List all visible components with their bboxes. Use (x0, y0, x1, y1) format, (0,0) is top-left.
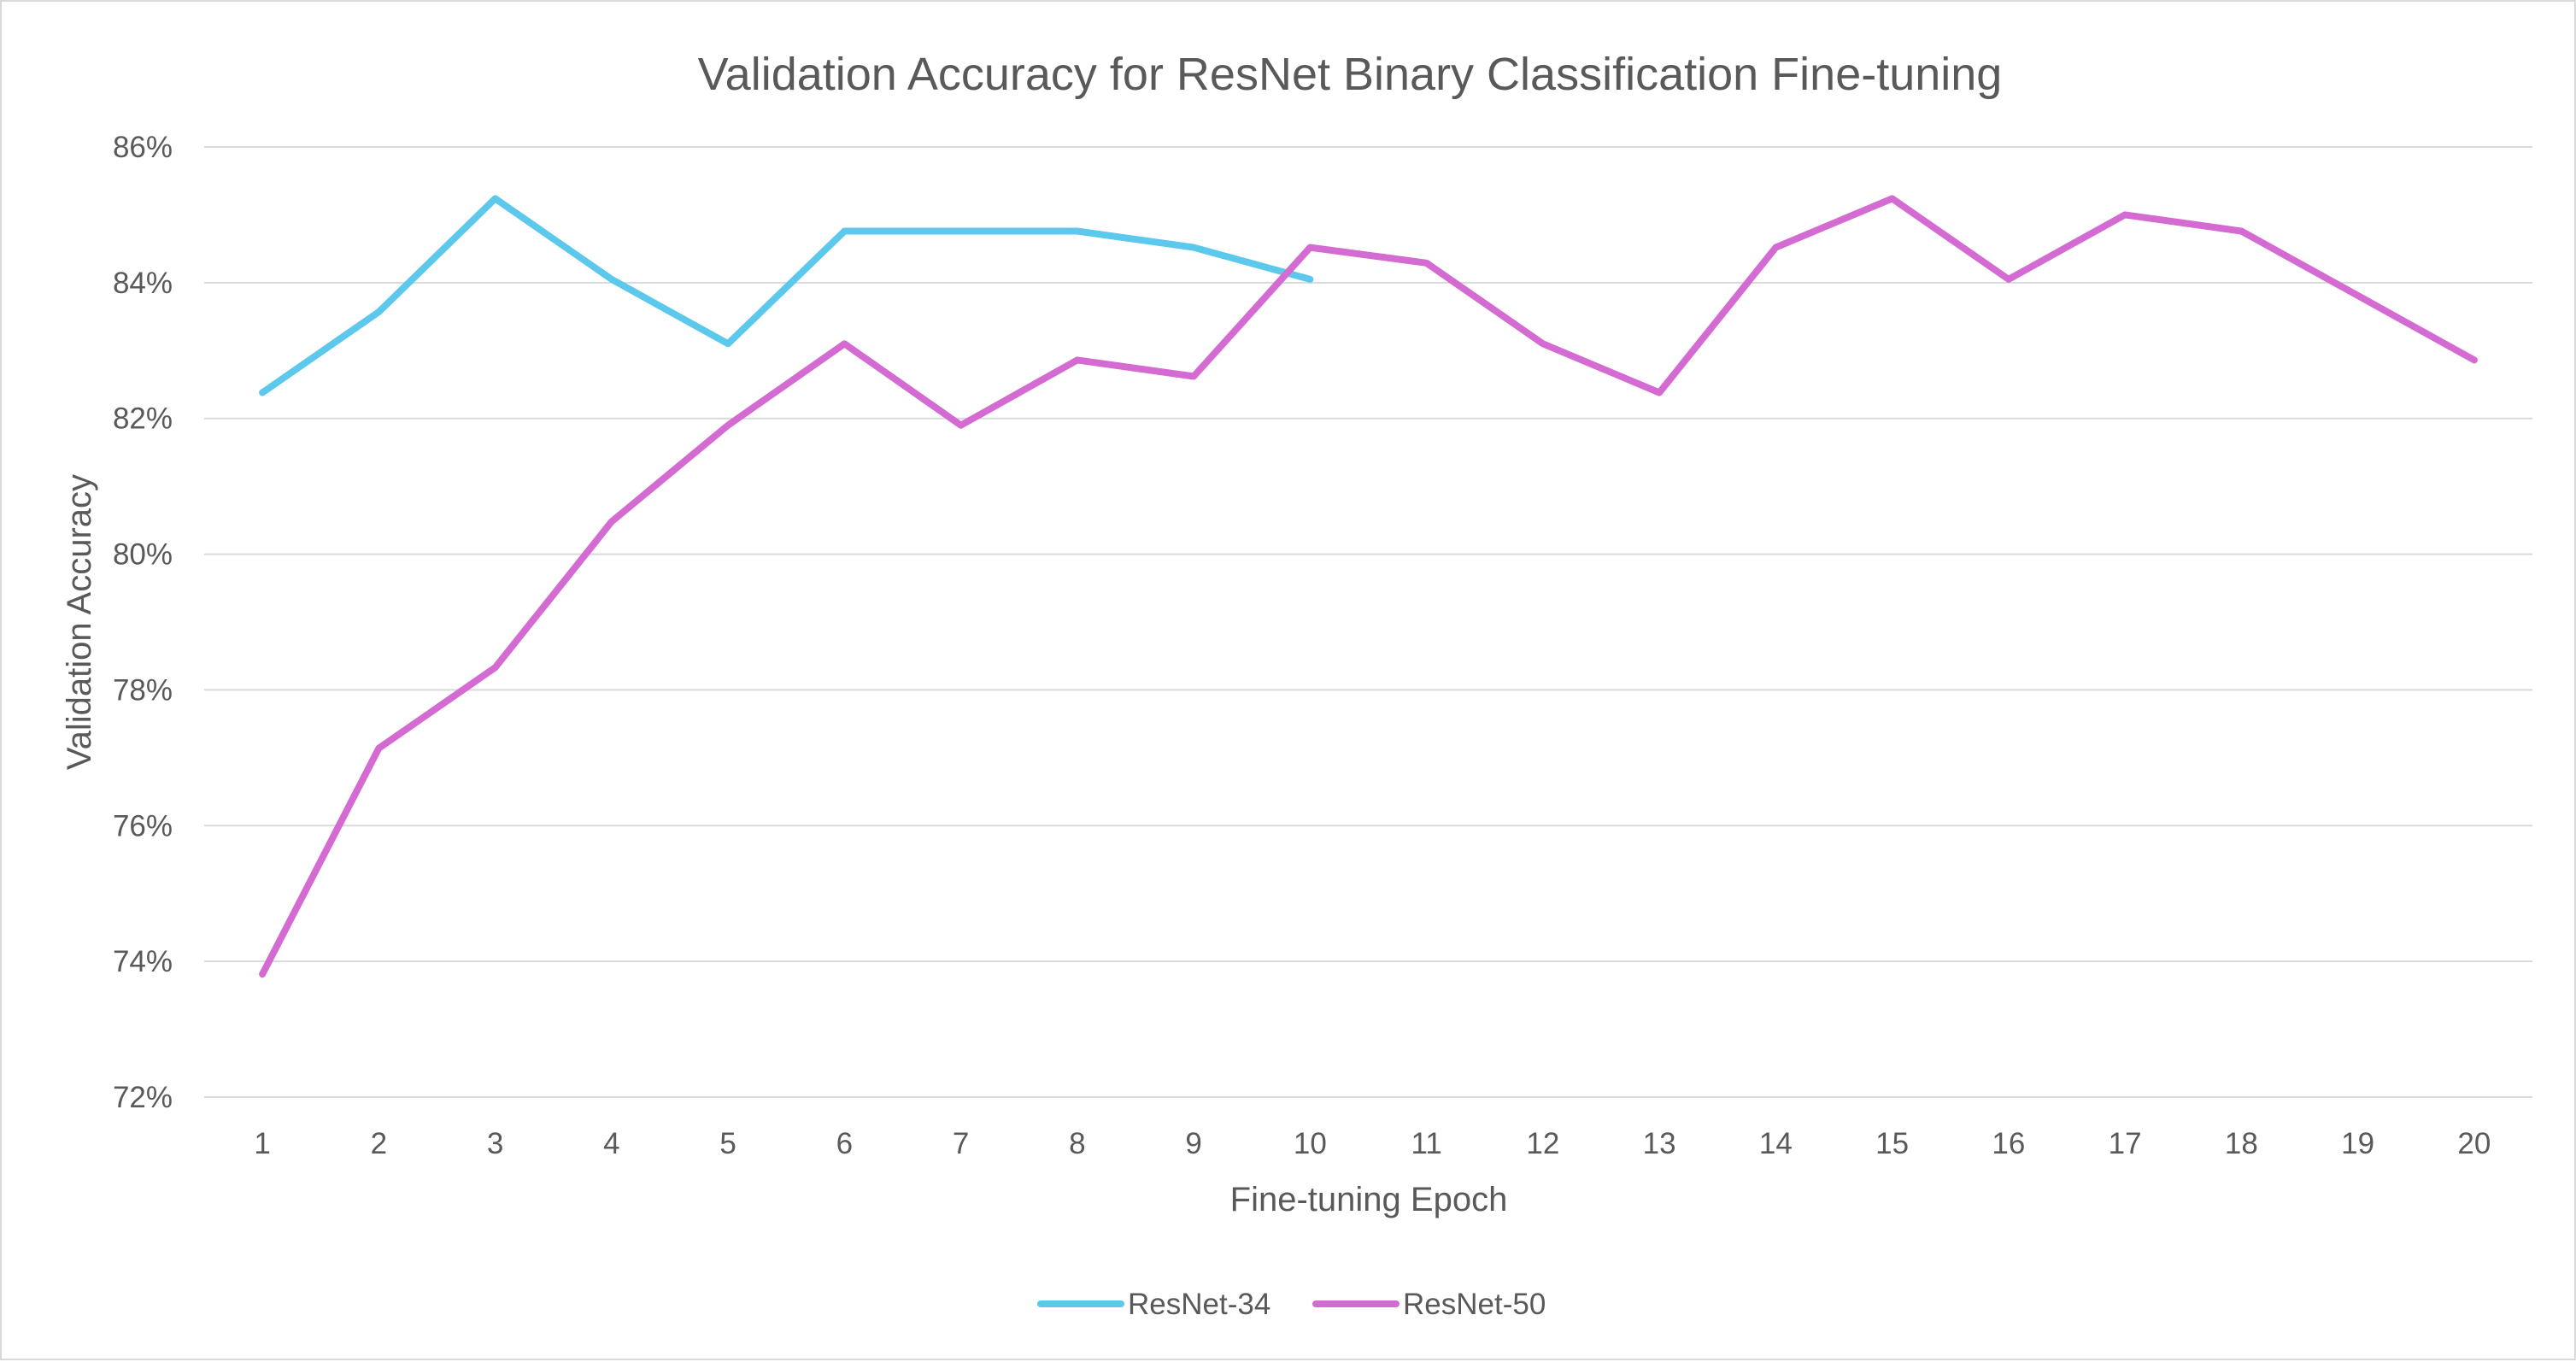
legend-label-resnet-34: ResNet-34 (1128, 1288, 1270, 1321)
y-tick-label: 84% (113, 267, 173, 300)
y-axis-ticks: 72% 74% 76% 78% 80% 82% 84% 86% (113, 131, 173, 1114)
x-tick-label: 10 (1294, 1127, 1327, 1160)
x-tick-label: 1 (254, 1127, 270, 1160)
x-tick-label: 9 (1185, 1127, 1201, 1160)
x-tick-label: 3 (487, 1127, 503, 1160)
x-axis-ticks: 1 2 3 4 5 6 7 8 9 10 11 12 13 14 15 16 17 18 19 20 (254, 1127, 2491, 1160)
x-tick-label: 14 (1759, 1127, 1793, 1160)
x-axis-title: Fine-tuning Epoch (1230, 1181, 1508, 1218)
y-axis-title: Validation Accuracy (61, 474, 98, 770)
x-tick-label: 4 (603, 1127, 619, 1160)
x-tick-label: 5 (719, 1127, 736, 1160)
x-tick-label: 12 (1526, 1127, 1559, 1160)
x-tick-label: 17 (2109, 1127, 2142, 1160)
gridlines (204, 146, 2532, 1098)
x-tick-label: 2 (371, 1127, 387, 1160)
x-tick-label: 13 (1643, 1127, 1676, 1160)
series-lines (259, 195, 2478, 978)
y-tick-label: 80% (113, 538, 173, 572)
y-tick-label: 78% (113, 673, 173, 707)
x-tick-label: 6 (836, 1127, 853, 1160)
series-line-resnet-50 (259, 195, 2478, 978)
chart-title: Validation Accuracy for ResNet Binary Cl… (698, 49, 2003, 100)
x-tick-label: 15 (1875, 1127, 1909, 1160)
x-tick-label: 19 (2341, 1127, 2374, 1160)
x-tick-label: 7 (953, 1127, 969, 1160)
legend-label-resnet-50: ResNet-50 (1403, 1288, 1546, 1321)
x-tick-label: 8 (1069, 1127, 1085, 1160)
x-tick-label: 16 (1992, 1127, 2025, 1160)
legend: ResNet-34 ResNet-50 (1037, 1288, 1546, 1321)
y-tick-label: 72% (113, 1081, 173, 1114)
y-tick-label: 86% (113, 131, 173, 164)
y-tick-label: 76% (113, 809, 173, 842)
x-tick-label: 18 (2225, 1127, 2258, 1160)
series-line-resnet-34 (259, 195, 1314, 396)
y-tick-label: 82% (113, 402, 173, 436)
x-tick-label: 11 (1411, 1127, 1441, 1160)
y-tick-label: 74% (113, 945, 173, 978)
x-tick-label: 20 (2457, 1127, 2491, 1160)
